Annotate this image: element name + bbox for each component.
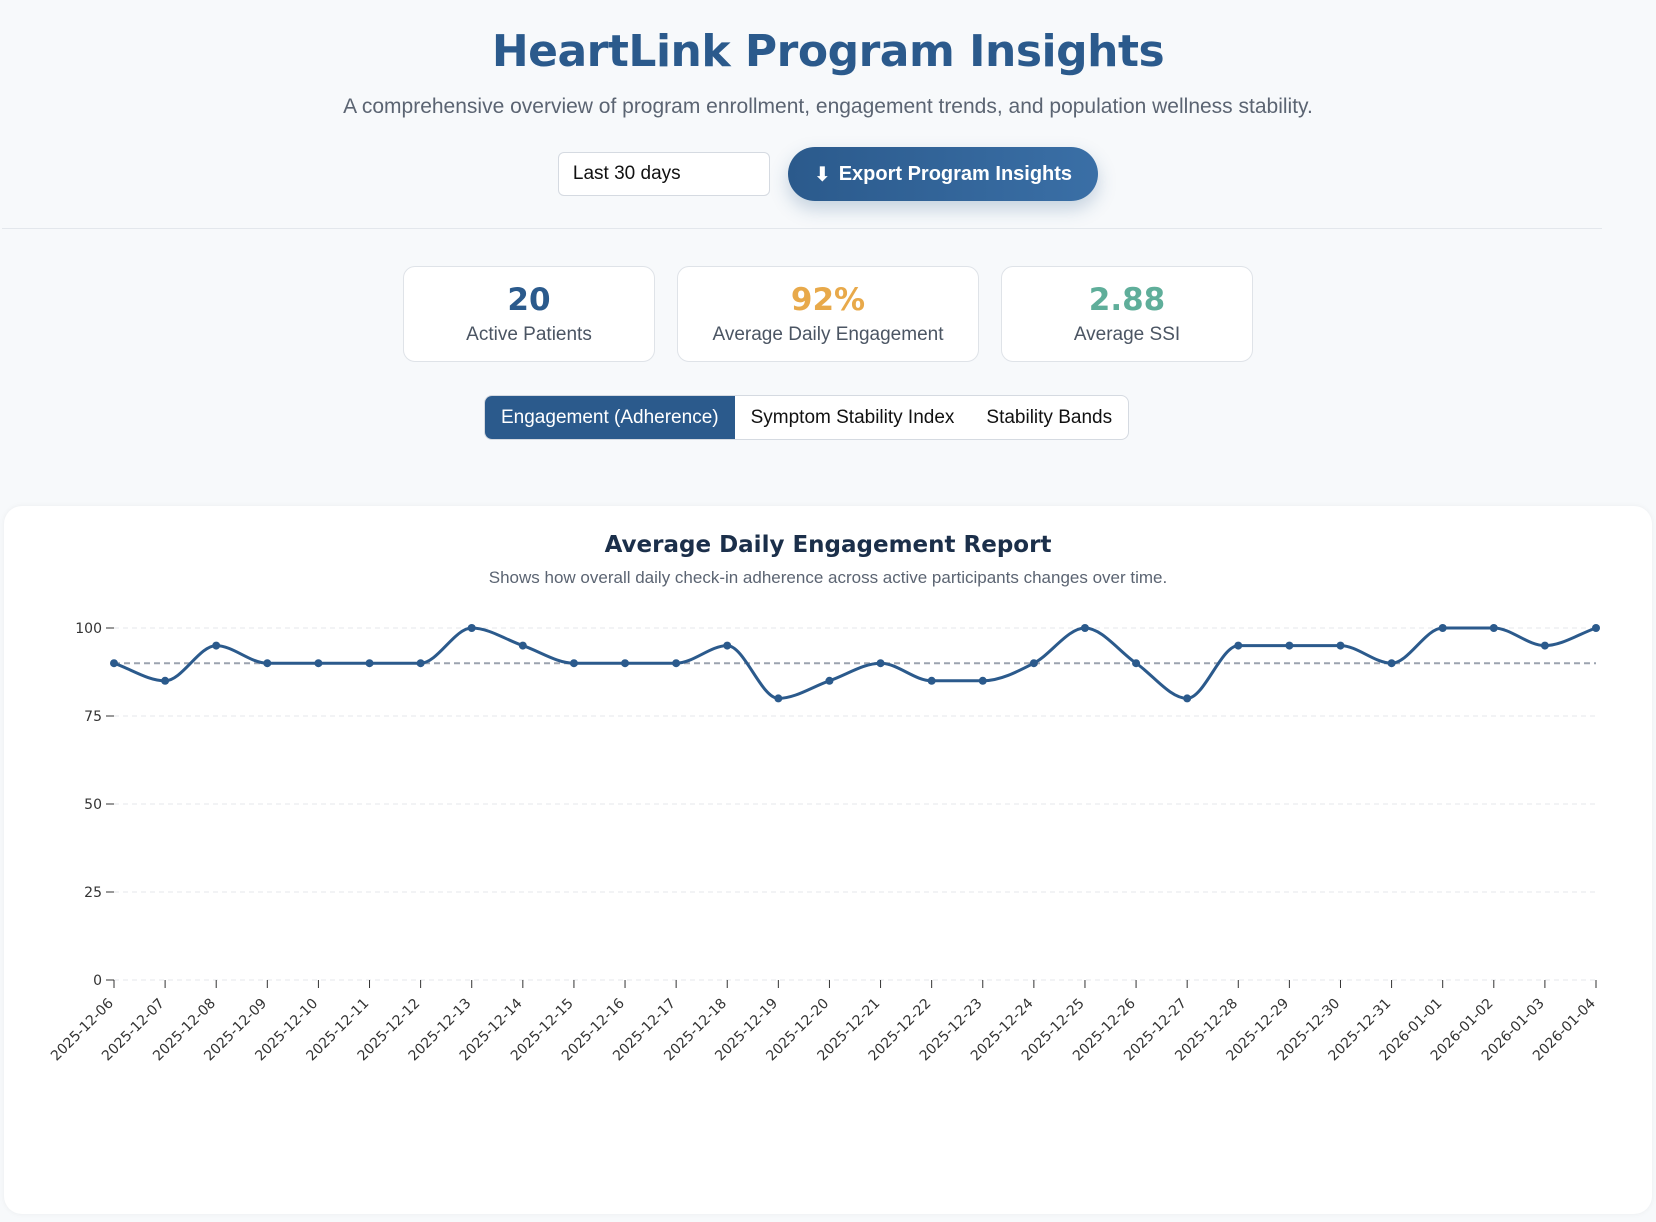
y-tick-label: 100 bbox=[75, 621, 102, 637]
data-point bbox=[774, 694, 783, 703]
data-point bbox=[672, 659, 681, 668]
page-subtitle: A comprehensive overview of program enro… bbox=[343, 95, 1313, 118]
kpi-label: Active Patients bbox=[466, 324, 592, 345]
engagement-line-chart: 02550751002025-12-062025-12-072025-12-08… bbox=[48, 621, 1600, 1064]
data-point bbox=[1336, 641, 1345, 650]
data-point bbox=[263, 659, 272, 668]
tab-stability-bands[interactable]: Stability Bands bbox=[986, 406, 1113, 428]
data-point bbox=[1592, 624, 1600, 632]
tab-symptom-stability-index[interactable]: Symptom Stability Index bbox=[750, 406, 955, 428]
y-tick-label: 0 bbox=[93, 973, 102, 989]
data-point bbox=[416, 659, 425, 668]
controls-bar: Last 30 days ⬇ Export Program Insights bbox=[0, 147, 1656, 201]
kpi-value: 2.88 bbox=[1088, 282, 1166, 318]
kpi-average-ssi: 2.88 Average SSI bbox=[1001, 266, 1253, 362]
data-point bbox=[161, 676, 170, 685]
data-point bbox=[467, 624, 476, 632]
data-point bbox=[876, 659, 885, 668]
data-point bbox=[1080, 624, 1089, 632]
page-title: HeartLink Program Insights bbox=[491, 26, 1165, 77]
kpi-row: 20 Active Patients 92% Average Daily Eng… bbox=[0, 266, 1656, 362]
export-insights-button[interactable]: ⬇ Export Program Insights bbox=[787, 147, 1099, 201]
header-divider bbox=[2, 228, 1602, 229]
kpi-active-patients: 20 Active Patients bbox=[403, 266, 655, 362]
y-tick-label: 25 bbox=[84, 885, 102, 901]
data-point bbox=[1489, 624, 1498, 632]
data-point bbox=[978, 676, 987, 685]
data-point bbox=[825, 676, 834, 685]
data-point bbox=[723, 641, 732, 650]
kpi-label: Average SSI bbox=[1073, 324, 1181, 345]
kpi-label: Average Daily Engagement bbox=[712, 324, 944, 345]
chart-title: Average Daily Engagement Report bbox=[604, 532, 1052, 558]
page-header: HeartLink Program Insights A comprehensi… bbox=[0, 0, 1656, 201]
chart-card: Average Daily Engagement Report Shows ho… bbox=[4, 506, 1652, 1214]
data-point bbox=[365, 659, 374, 668]
download-icon: ⬇ bbox=[813, 163, 831, 186]
tab-engagement[interactable]: Engagement (Adherence) bbox=[485, 396, 735, 439]
data-point bbox=[1438, 624, 1447, 632]
data-point bbox=[1029, 659, 1038, 668]
y-tick-label: 50 bbox=[84, 797, 102, 813]
kpi-average-daily-engagement: 92% Average Daily Engagement bbox=[677, 266, 979, 362]
data-point bbox=[314, 659, 323, 668]
data-point bbox=[212, 641, 221, 650]
data-point bbox=[1234, 641, 1243, 650]
date-range-value: Last 30 days bbox=[572, 163, 681, 184]
data-point bbox=[518, 641, 527, 650]
data-point bbox=[1540, 641, 1549, 650]
kpi-value: 20 bbox=[507, 282, 551, 318]
chart-subtitle: Shows how overall daily check-in adheren… bbox=[488, 568, 1168, 587]
data-point bbox=[1285, 641, 1294, 650]
data-point bbox=[1132, 659, 1141, 668]
kpi-value: 92% bbox=[790, 282, 866, 318]
data-point bbox=[1183, 694, 1192, 703]
data-point bbox=[110, 659, 118, 668]
data-point bbox=[1387, 659, 1396, 668]
data-point bbox=[569, 659, 578, 668]
data-point bbox=[927, 676, 936, 685]
data-point bbox=[621, 659, 630, 668]
view-tabs: Engagement (Adherence) Symptom Stability… bbox=[484, 395, 1130, 440]
date-range-select[interactable]: Last 30 days bbox=[557, 152, 770, 196]
y-tick-label: 75 bbox=[84, 709, 102, 725]
export-button-label: Export Program Insights bbox=[838, 162, 1073, 185]
